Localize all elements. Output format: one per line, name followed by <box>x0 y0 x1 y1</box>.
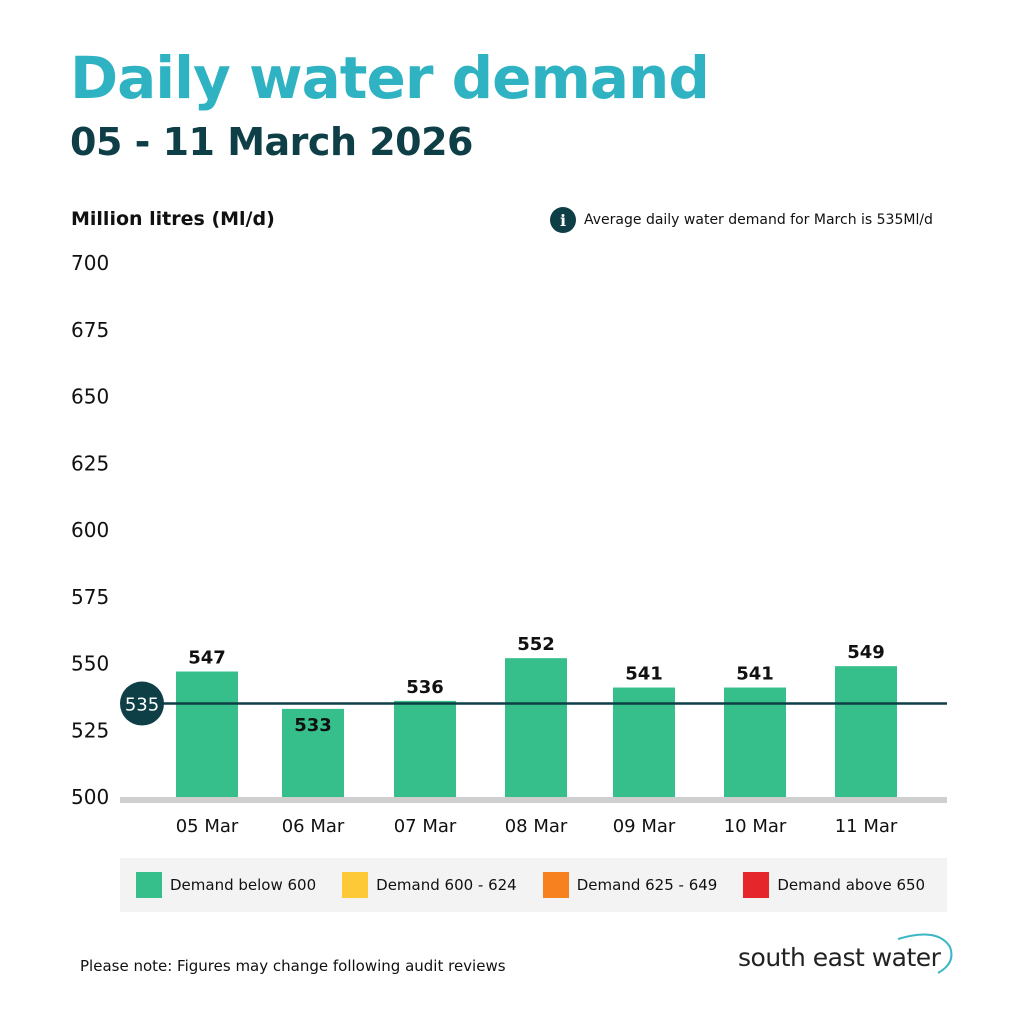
x-tick-label: 11 Mar <box>835 816 898 837</box>
data-label: 552 <box>517 634 555 655</box>
logo-text: south east water <box>738 943 941 972</box>
chart-subtitle: 05 - 11 March 2026 <box>70 120 474 164</box>
y-tick-label: 650 <box>71 385 109 409</box>
average-note-text: Average daily water demand for March is … <box>584 212 933 228</box>
y-tick-label: 675 <box>71 318 109 342</box>
bar <box>835 666 897 797</box>
legend-item: Demand above 650 <box>743 872 925 898</box>
bar <box>613 687 675 797</box>
bar <box>505 658 567 797</box>
average-marker-label: 535 <box>125 695 159 716</box>
x-tick-label: 06 Mar <box>282 816 345 837</box>
bar <box>176 671 238 797</box>
legend-swatch <box>342 872 369 898</box>
legend-item: Demand below 600 <box>136 872 316 898</box>
data-label: 547 <box>188 648 226 669</box>
legend-item: Demand 625 - 649 <box>542 872 718 898</box>
x-axis-baseline <box>120 797 947 803</box>
x-tick-label: 10 Mar <box>724 816 787 837</box>
x-tick-label: 09 Mar <box>613 816 676 837</box>
info-icon: i <box>550 207 576 233</box>
footnote: Please note: Figures may change followin… <box>80 957 506 975</box>
y-tick-label: 500 <box>71 785 109 809</box>
average-note: i Average daily water demand for March i… <box>550 207 933 233</box>
y-axis-label: Million litres (Ml/d) <box>71 208 275 230</box>
data-label: 536 <box>406 677 444 698</box>
legend: Demand below 600 Demand 600 - 624 Demand… <box>120 858 947 912</box>
legend-label: Demand above 650 <box>777 876 926 894</box>
y-tick-label: 550 <box>71 652 109 676</box>
chart-title: Daily water demand <box>70 44 710 112</box>
logo-swoosh-icon <box>897 933 953 974</box>
data-label: 549 <box>847 642 885 663</box>
legend-label: Demand 600 - 624 <box>376 876 517 894</box>
legend-swatch <box>743 872 770 898</box>
x-tick-label: 05 Mar <box>176 816 239 837</box>
legend-item: Demand 600 - 624 <box>342 872 517 898</box>
y-tick-label: 625 <box>71 451 109 475</box>
y-tick-label: 525 <box>71 718 109 742</box>
legend-swatch <box>542 872 569 898</box>
y-tick-label: 600 <box>71 518 109 542</box>
legend-swatch <box>136 872 162 898</box>
bar <box>282 708 344 797</box>
y-tick-label: 700 <box>71 251 109 275</box>
x-tick-label: 08 Mar <box>505 816 568 837</box>
data-label: 533 <box>294 715 332 736</box>
bar <box>724 687 786 797</box>
legend-label: Demand 625 - 649 <box>576 876 718 894</box>
bar <box>394 700 456 797</box>
data-label: 541 <box>625 664 663 685</box>
data-label: 541 <box>736 664 774 685</box>
y-tick-label: 575 <box>71 585 109 609</box>
legend-label: Demand below 600 <box>170 876 317 894</box>
average-marker <box>120 681 164 726</box>
bar-chart: 500 525 550 575 600 625 650 675 700 547 05 Mar 533 0… <box>71 251 947 837</box>
x-tick-label: 07 Mar <box>394 816 457 837</box>
south-east-water-logo: south east water <box>738 933 953 974</box>
